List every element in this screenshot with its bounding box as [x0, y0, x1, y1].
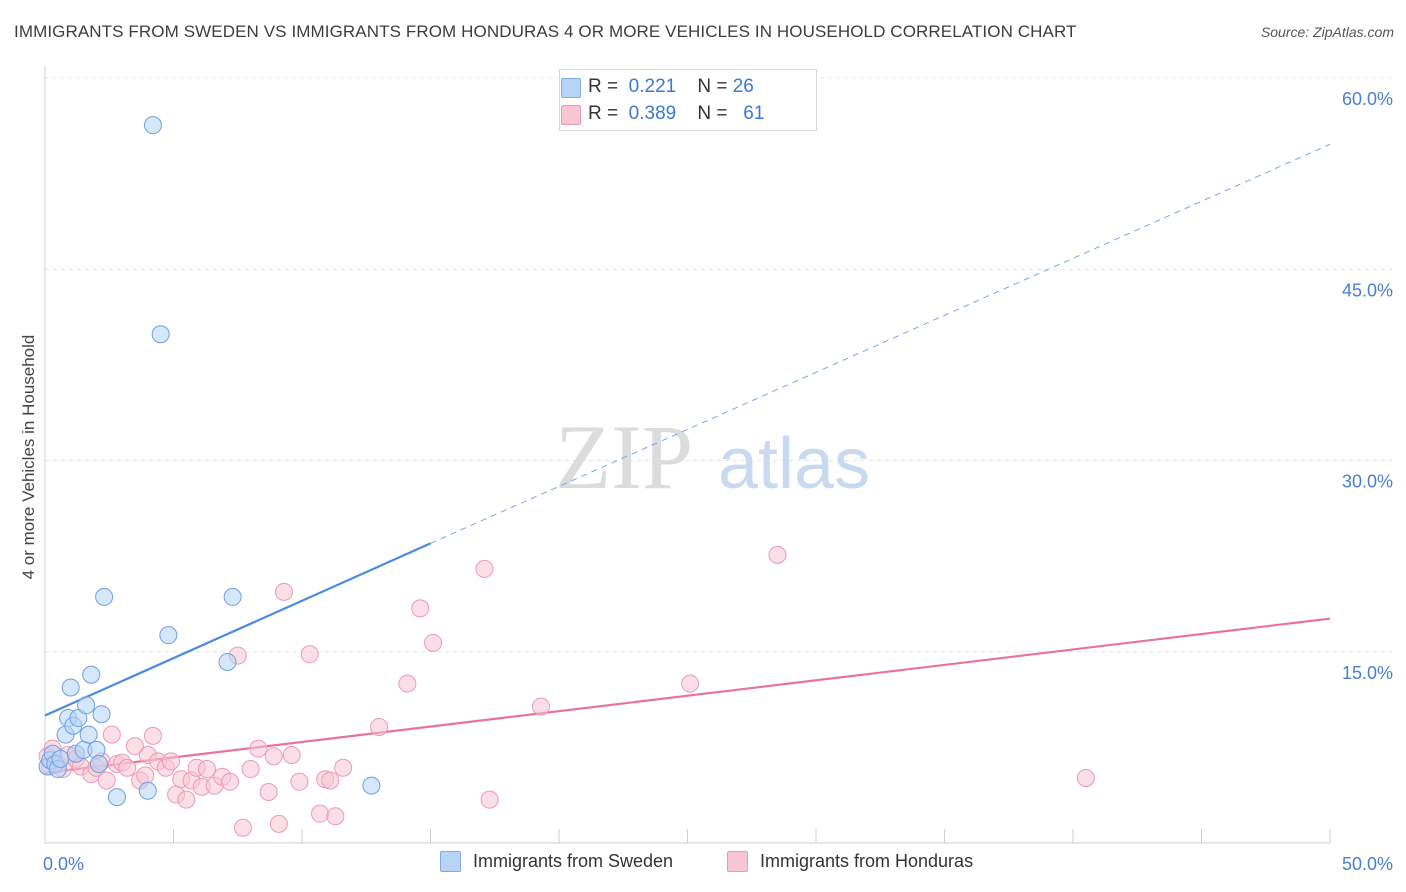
- point-honduras: [290, 772, 309, 791]
- trend-line-sweden: [44, 542, 431, 717]
- point-honduras: [370, 717, 389, 736]
- legend-label-honduras: Immigrants from Honduras: [760, 851, 974, 871]
- point-honduras: [136, 766, 155, 785]
- legend-swatch-sweden: [561, 78, 581, 98]
- point-sweden: [61, 678, 80, 697]
- point-sweden: [77, 696, 96, 715]
- grid: [45, 77, 1392, 653]
- point-sweden: [95, 587, 114, 606]
- point-sweden: [51, 749, 70, 768]
- point-honduras: [681, 674, 700, 693]
- legend-r-label: R =: [588, 103, 619, 124]
- point-sweden: [143, 116, 162, 135]
- point-honduras: [532, 697, 551, 716]
- point-honduras: [269, 814, 288, 833]
- point-honduras: [143, 726, 162, 745]
- point-sweden: [89, 754, 108, 773]
- point-honduras: [480, 790, 499, 809]
- point-honduras: [398, 674, 417, 693]
- point-sweden: [107, 788, 126, 807]
- legend-n-value: 61: [743, 103, 765, 124]
- trend-line-sweden-projection: [430, 143, 1331, 544]
- point-honduras: [300, 645, 319, 664]
- trend-line-honduras: [44, 617, 1331, 774]
- legend-n-label: N =: [697, 103, 728, 124]
- point-honduras: [768, 545, 787, 564]
- point-sweden: [138, 781, 157, 800]
- point-honduras: [177, 790, 196, 809]
- point-sweden: [159, 626, 178, 645]
- legend-r-label: R =: [588, 76, 619, 97]
- point-honduras: [424, 633, 443, 652]
- point-honduras: [326, 807, 345, 826]
- watermark-atlas: atlas: [718, 424, 870, 504]
- x-tick-label: 50.0%: [1342, 854, 1393, 874]
- point-honduras: [334, 758, 353, 777]
- legend-n-label: N =: [697, 76, 728, 97]
- legend-n-value: 26: [732, 76, 754, 97]
- tick-labels: 15.0% 30.0% 45.0% 60.0% 0.0% 50.0%: [43, 89, 1393, 874]
- point-honduras: [118, 758, 137, 777]
- point-honduras: [264, 747, 283, 766]
- point-honduras: [275, 582, 294, 601]
- point-honduras: [241, 760, 260, 779]
- point-honduras: [1076, 768, 1095, 787]
- y-tick-label: 45.0%: [1342, 280, 1393, 300]
- point-sweden: [218, 652, 237, 671]
- legend-row-sweden: R = 0.221 N = 26: [561, 74, 754, 100]
- axes: [44, 66, 1331, 844]
- point-sweden: [79, 725, 98, 744]
- point-sweden: [82, 665, 101, 684]
- chart-title: IMMIGRANTS FROM SWEDEN VS IMMIGRANTS FRO…: [14, 22, 1077, 41]
- point-honduras: [259, 783, 278, 801]
- x-tick-label: 0.0%: [43, 854, 84, 874]
- legend-label-sweden: Immigrants from Sweden: [473, 851, 674, 871]
- point-honduras: [102, 725, 121, 744]
- point-honduras: [321, 771, 340, 790]
- correlation-legend: R = 0.221 N = 26 R = 0.389 N = 61: [559, 69, 817, 131]
- point-honduras: [233, 818, 252, 837]
- point-honduras: [97, 771, 116, 790]
- legend-item-honduras[interactable]: Immigrants from Honduras: [727, 851, 973, 872]
- legend-r-value: 0.221: [628, 76, 677, 97]
- legend-row-honduras: R = 0.389 N = 61: [561, 101, 765, 127]
- source-label: Source: ZipAtlas.com: [1260, 24, 1394, 40]
- point-honduras: [475, 559, 494, 578]
- point-honduras: [125, 737, 144, 756]
- legend-item-sweden[interactable]: Immigrants from Sweden: [440, 851, 673, 872]
- point-honduras: [411, 599, 430, 618]
- point-honduras: [197, 760, 216, 779]
- legend-swatch-honduras: [561, 105, 581, 125]
- y-tick-label: 60.0%: [1342, 89, 1393, 109]
- legend-swatch-sweden: [440, 851, 461, 872]
- point-sweden: [223, 587, 242, 606]
- point-sweden: [151, 325, 170, 344]
- y-axis-label: 4 or more Vehicles in Household: [19, 335, 38, 580]
- point-sweden: [362, 776, 381, 795]
- point-honduras: [249, 739, 268, 758]
- point-sweden: [92, 705, 111, 724]
- legend-swatch-honduras: [727, 851, 748, 872]
- point-honduras: [282, 746, 301, 765]
- y-tick-label: 30.0%: [1342, 472, 1393, 492]
- data-points: [38, 116, 1095, 837]
- legend-r-value: 0.389: [628, 103, 677, 124]
- point-honduras: [161, 752, 180, 771]
- point-honduras: [221, 772, 240, 791]
- point-honduras: [310, 804, 329, 823]
- y-tick-label: 15.0%: [1342, 663, 1393, 683]
